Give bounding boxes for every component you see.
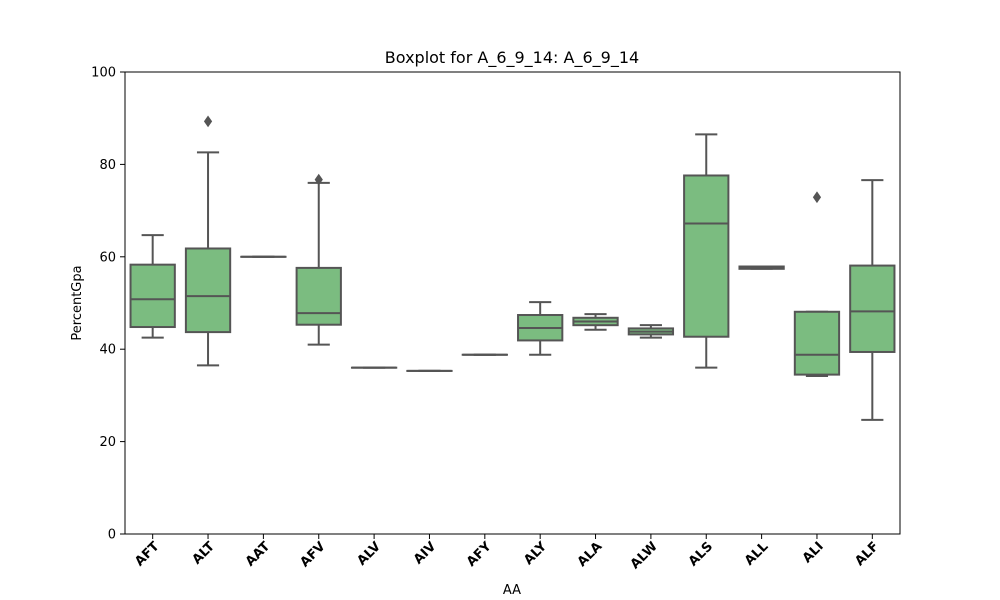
y-tick-label: 80: [99, 158, 116, 173]
box-afv: [295, 266, 342, 326]
x-tick-label: ALA: [575, 539, 606, 570]
x-tick-label: AIV: [411, 539, 439, 567]
plot-area: 0 20 40 60 80 100 AFT ALT AAT AFV ALV AIV AFY ALY ALA A…: [91, 66, 896, 572]
y-tick-label: 40: [99, 343, 116, 358]
x-tick-label: ALS: [686, 539, 716, 569]
outlier-point: [203, 115, 213, 128]
outlier-point: [812, 191, 822, 204]
y-tick-label: 20: [99, 435, 116, 450]
x-tick-label: ALI: [800, 539, 827, 566]
y-tick-label: 0: [108, 528, 116, 543]
x-tick-label: ALF: [852, 539, 882, 569]
outlier-point: [314, 173, 323, 186]
x-tick-label: AAT: [243, 539, 273, 569]
x-axis-label: AA: [503, 583, 521, 598]
box-aft: [129, 263, 176, 329]
x-tick-label: ALT: [190, 539, 218, 567]
box-alf: [849, 264, 896, 353]
y-axis-label: PercentGpa: [70, 265, 85, 340]
x-tick-label: ALW: [628, 539, 661, 572]
box-als: [683, 174, 730, 338]
plot-frame: [124, 71, 901, 535]
x-tick-label: AFV: [297, 539, 328, 570]
x-tick-label: ALY: [521, 539, 550, 568]
y-tick-label: 100: [91, 66, 116, 81]
x-tick-label: ALL: [742, 539, 771, 568]
x-tick-label: AFT: [132, 539, 162, 569]
x-tick-label: AFY: [464, 539, 495, 570]
x-tick-label: ALV: [355, 539, 384, 568]
y-tick-label: 60: [99, 250, 116, 265]
chart-title: Boxplot for A_6_9_14: A_6_9_14: [385, 48, 639, 68]
box-ali: [793, 310, 841, 376]
box-alt: [184, 247, 232, 334]
